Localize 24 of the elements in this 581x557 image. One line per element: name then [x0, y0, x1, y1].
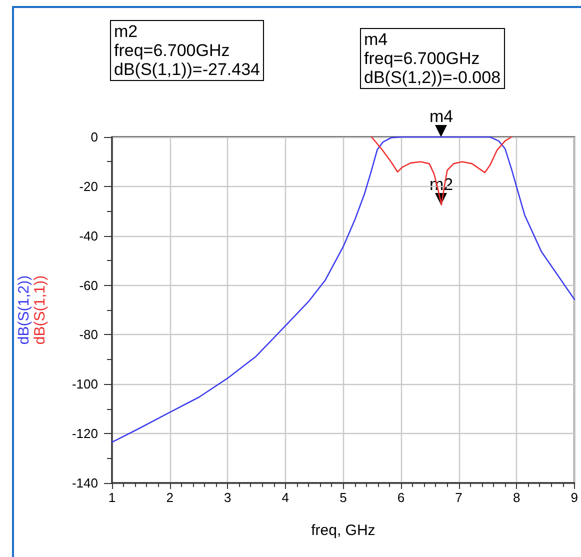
text: m4 freq=6.700GHz dB(S(1,2))=-0.008: [360, 28, 505, 89]
y-tick-label: -60: [79, 278, 98, 293]
x-tick-label: 7: [455, 490, 462, 505]
x-tick-label: 4: [282, 490, 290, 505]
text: dB(S(1,2)): [16, 275, 32, 345]
y-tick-label: -40: [79, 228, 98, 244]
x-tick-label: 1: [108, 490, 116, 505]
x-tick-label: 5: [340, 490, 347, 505]
text: dB(S(1,1)): [32, 275, 48, 345]
y-tick-label: -140: [72, 476, 98, 490]
y-tick-label: -100: [72, 376, 98, 392]
y-tick-label: -120: [72, 426, 98, 442]
x-tick-label: 8: [512, 490, 520, 505]
annotation: m4: [428, 107, 454, 126]
x-axis-title: freq, GHz: [311, 522, 376, 539]
y-tick-label: -80: [79, 327, 98, 342]
x-tick-label: 3: [224, 490, 232, 505]
x-tick-label: 6: [397, 490, 405, 505]
x-tick-label: 9: [570, 490, 578, 505]
text: m2 freq=6.700GHz dB(S(1,1))=-27.434: [110, 20, 264, 81]
x-tick-label: 2: [166, 490, 174, 505]
y-tick-label: 0: [90, 130, 98, 144]
y-tick-label: -20: [79, 178, 98, 194]
line-series: [370, 136, 512, 206]
